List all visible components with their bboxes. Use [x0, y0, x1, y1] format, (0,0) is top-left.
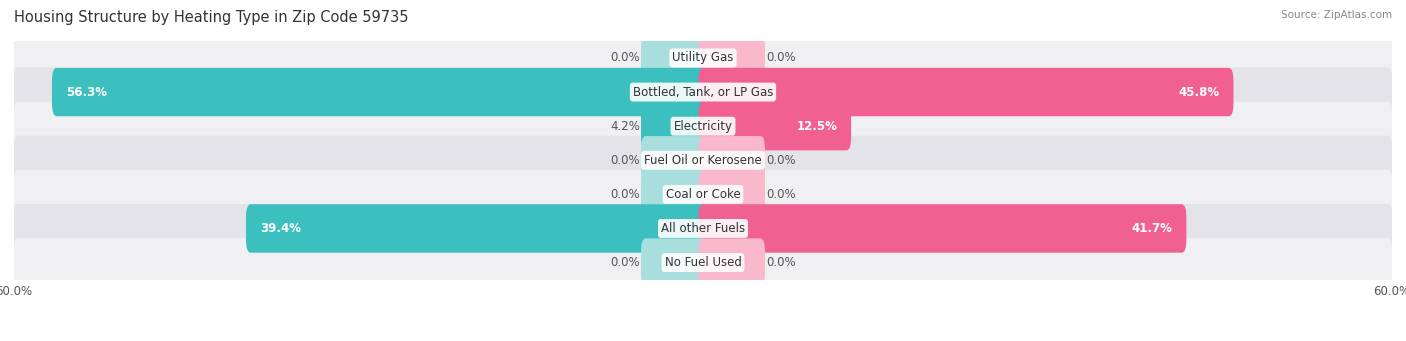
- FancyBboxPatch shape: [641, 34, 707, 82]
- Text: Utility Gas: Utility Gas: [672, 51, 734, 64]
- FancyBboxPatch shape: [699, 170, 765, 219]
- FancyBboxPatch shape: [14, 136, 1392, 185]
- FancyBboxPatch shape: [699, 136, 765, 184]
- FancyBboxPatch shape: [14, 204, 1392, 253]
- FancyBboxPatch shape: [641, 170, 707, 219]
- Text: 0.0%: 0.0%: [766, 188, 796, 201]
- Text: 4.2%: 4.2%: [610, 120, 640, 133]
- Text: 0.0%: 0.0%: [766, 154, 796, 167]
- FancyBboxPatch shape: [14, 33, 1392, 83]
- FancyBboxPatch shape: [14, 170, 1392, 219]
- FancyBboxPatch shape: [14, 68, 1392, 117]
- Text: 0.0%: 0.0%: [766, 51, 796, 64]
- Text: 41.7%: 41.7%: [1132, 222, 1173, 235]
- Text: 39.4%: 39.4%: [260, 222, 301, 235]
- FancyBboxPatch shape: [699, 238, 765, 287]
- Text: Electricity: Electricity: [673, 120, 733, 133]
- FancyBboxPatch shape: [52, 68, 707, 116]
- FancyBboxPatch shape: [641, 238, 707, 287]
- Text: Housing Structure by Heating Type in Zip Code 59735: Housing Structure by Heating Type in Zip…: [14, 10, 409, 25]
- Text: 0.0%: 0.0%: [610, 154, 640, 167]
- FancyBboxPatch shape: [246, 204, 707, 253]
- FancyBboxPatch shape: [641, 102, 707, 150]
- Text: 0.0%: 0.0%: [610, 188, 640, 201]
- FancyBboxPatch shape: [699, 34, 765, 82]
- FancyBboxPatch shape: [641, 136, 707, 184]
- Text: 0.0%: 0.0%: [766, 256, 796, 269]
- FancyBboxPatch shape: [14, 238, 1392, 287]
- Text: 12.5%: 12.5%: [796, 120, 838, 133]
- Text: All other Fuels: All other Fuels: [661, 222, 745, 235]
- Text: Source: ZipAtlas.com: Source: ZipAtlas.com: [1281, 10, 1392, 20]
- Text: No Fuel Used: No Fuel Used: [665, 256, 741, 269]
- Text: 0.0%: 0.0%: [610, 51, 640, 64]
- FancyBboxPatch shape: [699, 204, 1187, 253]
- FancyBboxPatch shape: [14, 102, 1392, 151]
- Text: Fuel Oil or Kerosene: Fuel Oil or Kerosene: [644, 154, 762, 167]
- FancyBboxPatch shape: [699, 68, 1233, 116]
- Text: 45.8%: 45.8%: [1178, 86, 1219, 99]
- Text: Coal or Coke: Coal or Coke: [665, 188, 741, 201]
- Text: 0.0%: 0.0%: [610, 256, 640, 269]
- FancyBboxPatch shape: [699, 102, 851, 150]
- Text: 56.3%: 56.3%: [66, 86, 107, 99]
- Text: Bottled, Tank, or LP Gas: Bottled, Tank, or LP Gas: [633, 86, 773, 99]
